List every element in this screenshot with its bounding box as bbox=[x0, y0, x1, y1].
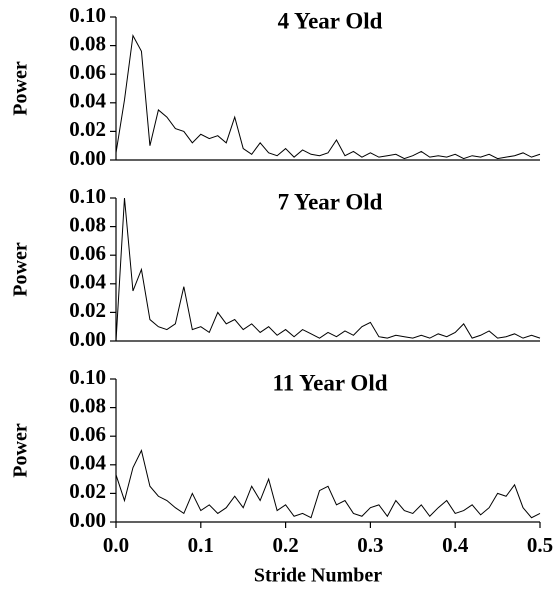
y-tick-label: 0.06 bbox=[69, 60, 106, 84]
y-tick-label: 0.02 bbox=[69, 298, 106, 322]
y-tick-label: 0.06 bbox=[69, 241, 106, 265]
y-tick-label: 0.02 bbox=[69, 479, 106, 503]
x-tick-label: 0.5 bbox=[527, 533, 553, 557]
y-tick-label: 0.10 bbox=[69, 365, 106, 389]
y-tick-label: 0.04 bbox=[69, 270, 106, 294]
y-axis-label: Power bbox=[10, 242, 32, 297]
y-tick-label: 0.08 bbox=[69, 393, 106, 417]
x-tick-label: 0.0 bbox=[103, 533, 129, 557]
power-line bbox=[115, 449, 541, 519]
power-line bbox=[115, 197, 541, 342]
y-tick-label: 0.04 bbox=[69, 451, 106, 475]
y-tick-label: 0.00 bbox=[69, 146, 106, 170]
y-tick-label: 0.02 bbox=[69, 117, 106, 141]
y-tick-label: 0.10 bbox=[69, 3, 106, 27]
y-tick-label: 0.08 bbox=[69, 31, 106, 55]
y-tick-label: 0.04 bbox=[69, 89, 106, 113]
y-axis-label: Power bbox=[10, 423, 32, 478]
x-tick-label: 0.3 bbox=[357, 533, 383, 557]
x-tick-label: 0.1 bbox=[188, 533, 214, 557]
x-axis-label: Stride Number bbox=[254, 565, 382, 587]
power-line bbox=[115, 33, 541, 160]
y-tick-label: 0.00 bbox=[69, 508, 106, 532]
panel-title: 4 Year Old bbox=[278, 8, 383, 33]
x-tick-label: 0.2 bbox=[272, 533, 298, 557]
x-tick-label: 0.4 bbox=[442, 533, 469, 557]
y-tick-label: 0.08 bbox=[69, 212, 106, 236]
panel-title: 7 Year Old bbox=[278, 189, 383, 214]
y-tick-label: 0.10 bbox=[69, 184, 106, 208]
y-tick-label: 0.00 bbox=[69, 327, 106, 351]
y-axis-label: Power bbox=[10, 61, 32, 116]
panel-title: 11 Year Old bbox=[272, 370, 387, 395]
y-tick-label: 0.06 bbox=[69, 422, 106, 446]
